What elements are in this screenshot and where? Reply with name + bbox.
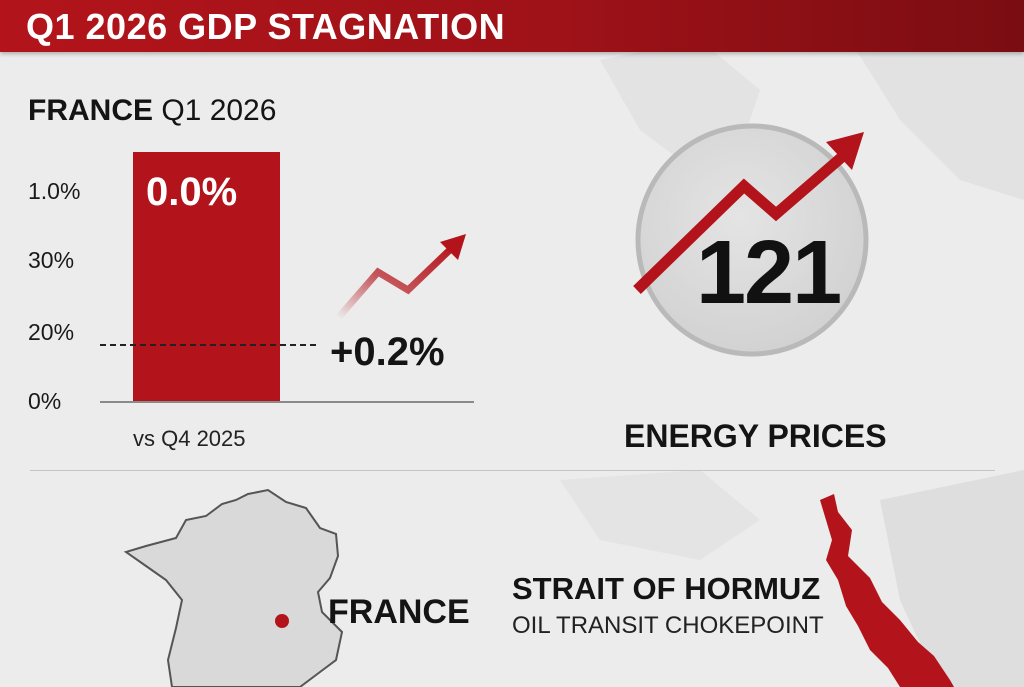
hormuz-subtitle: OIL TRANSIT CHOKEPOINT (512, 612, 824, 639)
france-map (123, 488, 344, 687)
energy-label: ENERGY PRICES (624, 418, 887, 454)
chart-title-period: Q1 2026 (153, 94, 277, 127)
y-tick-label: 20% (28, 319, 75, 345)
energy-value: 121 (696, 223, 842, 323)
hormuz-island (858, 574, 866, 582)
france-label: FRANCE (328, 593, 470, 631)
header-title: Q1 2026 GDP STAGNATION (26, 6, 506, 47)
bar-value-label: 0.0% (146, 170, 238, 214)
y-tick-label: 1.0% (28, 178, 81, 204)
y-tick-label: 0% (28, 388, 62, 414)
comparison-label: vs Q4 2025 (133, 426, 246, 451)
secondary-value: +0.2% (330, 330, 445, 374)
hormuz-title: STRAIT OF HORMUZ (512, 571, 821, 606)
trend-arrowhead-small (440, 234, 466, 260)
france-location-dot (275, 614, 289, 628)
gdp-bar (133, 152, 280, 402)
hormuz-map (820, 494, 954, 687)
energy-trend-arrow (633, 145, 854, 294)
hormuz-island (895, 637, 901, 643)
chart-title: FRANCE Q1 2026 (28, 94, 276, 128)
energy-arrowhead (826, 132, 864, 170)
header-banner: Q1 2026 GDP STAGNATION (0, 0, 1024, 52)
chart-title-country: FRANCE (28, 94, 153, 127)
trend-arrow-small (335, 241, 459, 321)
section-divider (30, 470, 995, 471)
y-tick-label: 30% (28, 247, 75, 273)
